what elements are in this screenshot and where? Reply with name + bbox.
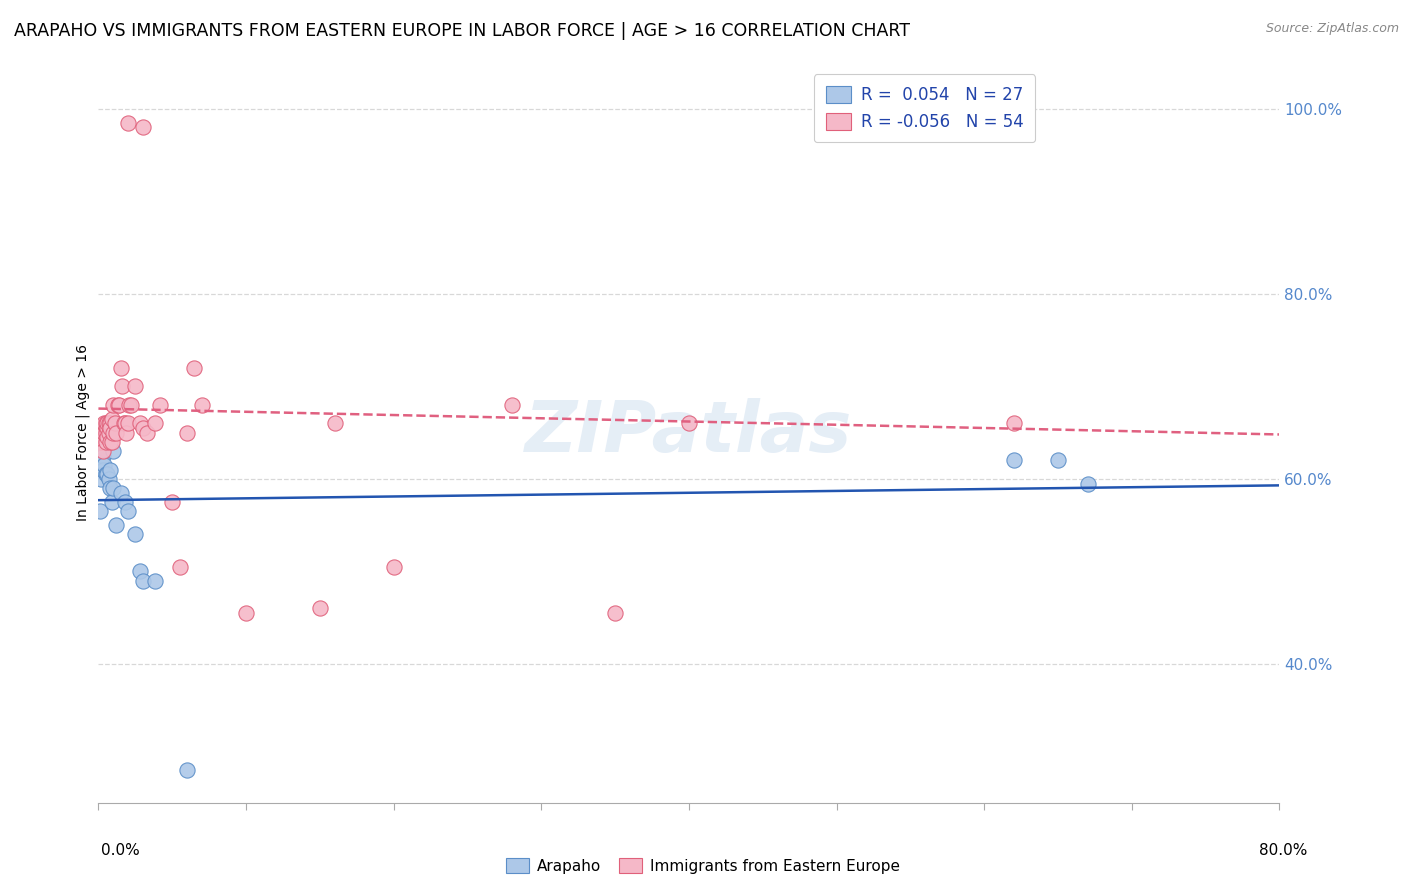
Point	[96, 421, 118, 435]
Text: Source: ZipAtlas.com: Source: ZipAtlas.com	[1265, 22, 1399, 36]
Point	[100, 434, 122, 449]
Point	[117, 504, 139, 518]
Point	[132, 574, 155, 588]
Legend: R =  0.054   N = 27, R = -0.056   N = 54: R = 0.054 N = 27, R = -0.056 N = 54	[814, 74, 1035, 143]
Point	[115, 425, 138, 440]
Point	[176, 425, 198, 440]
Point	[94, 425, 117, 440]
Point	[91, 449, 114, 463]
Point	[96, 417, 118, 431]
Y-axis label: In Labor Force | Age > 16: In Labor Force | Age > 16	[76, 344, 90, 521]
Point	[91, 462, 114, 476]
Point	[309, 601, 332, 615]
Point	[136, 425, 159, 440]
Point	[93, 458, 115, 472]
Point	[118, 398, 141, 412]
Point	[98, 417, 121, 431]
Point	[183, 360, 205, 375]
Point	[107, 398, 129, 412]
Point	[104, 417, 127, 431]
Point	[1002, 417, 1025, 431]
Point	[176, 764, 198, 778]
Point	[149, 398, 172, 412]
Point	[100, 411, 122, 425]
Point	[191, 398, 214, 412]
Point	[501, 398, 523, 412]
Point	[143, 574, 166, 588]
Point	[132, 120, 155, 135]
Point	[143, 417, 166, 431]
Point	[235, 606, 257, 620]
Point	[605, 606, 627, 620]
Point	[103, 444, 125, 458]
Point	[103, 481, 125, 495]
Text: ARAPAHO VS IMMIGRANTS FROM EASTERN EUROPE IN LABOR FORCE | AGE > 16 CORRELATION : ARAPAHO VS IMMIGRANTS FROM EASTERN EUROP…	[14, 22, 910, 40]
Point	[89, 504, 111, 518]
Point	[91, 434, 114, 449]
Point	[169, 559, 191, 574]
Point	[128, 417, 150, 431]
Point	[91, 425, 114, 440]
Point	[1046, 453, 1070, 467]
Point	[162, 495, 183, 509]
Point	[111, 379, 134, 393]
Point	[105, 425, 128, 440]
Point	[90, 472, 112, 486]
Point	[112, 417, 135, 431]
Point	[94, 417, 117, 431]
Point	[97, 472, 120, 486]
Point	[98, 434, 121, 449]
Point	[97, 425, 120, 440]
Point	[103, 398, 125, 412]
Point	[117, 115, 139, 129]
Text: 0.0%: 0.0%	[101, 843, 141, 858]
Point	[110, 485, 132, 500]
Point	[90, 453, 112, 467]
Point	[93, 425, 115, 440]
Point	[117, 417, 139, 431]
Point	[120, 398, 142, 412]
Point	[114, 495, 136, 509]
Point	[124, 527, 146, 541]
Point	[1002, 453, 1025, 467]
Point	[382, 559, 405, 574]
Point	[98, 421, 121, 435]
Point	[94, 467, 117, 482]
Point	[100, 495, 122, 509]
Point	[96, 430, 118, 444]
Point	[114, 417, 136, 431]
Point	[96, 467, 118, 482]
Point	[105, 518, 128, 533]
Point	[678, 417, 700, 431]
Point	[132, 421, 155, 435]
Point	[323, 417, 346, 431]
Point	[94, 434, 117, 449]
Point	[124, 379, 146, 393]
Point	[98, 462, 121, 476]
Point	[108, 398, 131, 412]
Point	[128, 565, 150, 579]
Legend: Arapaho, Immigrants from Eastern Europe: Arapaho, Immigrants from Eastern Europe	[501, 852, 905, 880]
Point	[110, 360, 132, 375]
Point	[94, 434, 117, 449]
Text: ZIPatlas: ZIPatlas	[526, 398, 852, 467]
Point	[89, 434, 111, 449]
Point	[90, 434, 112, 449]
Point	[91, 444, 114, 458]
Text: 80.0%: 80.0%	[1260, 843, 1308, 858]
Point	[97, 417, 120, 431]
Point	[103, 425, 125, 440]
Point	[1077, 476, 1099, 491]
Point	[93, 417, 115, 431]
Point	[98, 481, 121, 495]
Point	[90, 425, 112, 440]
